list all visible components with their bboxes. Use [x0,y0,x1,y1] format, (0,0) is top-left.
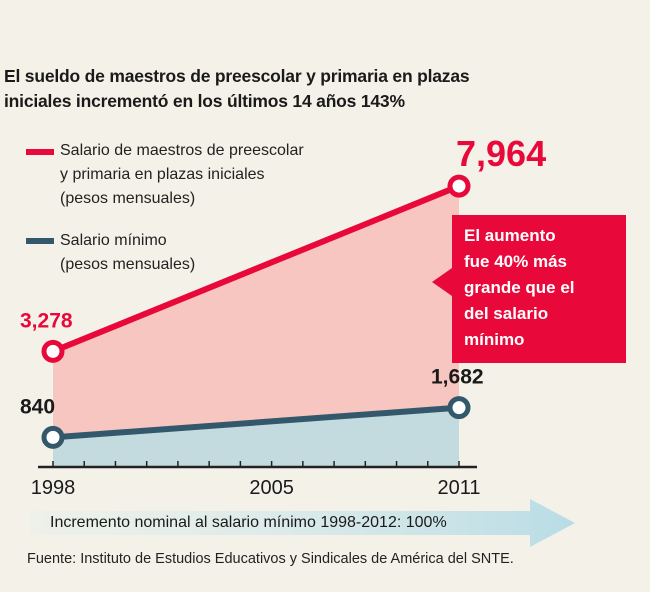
callout-pointer [432,268,452,296]
title-line-2: iniciales incrementó en los últimos 14 a… [4,91,405,111]
nominal-increase-note: Incremento nominal al salario mínimo 199… [50,514,447,531]
teacher-salary-data-label: 3,278 [20,309,73,332]
callout-text: fue 40% más [464,252,567,271]
legend-text: y primaria en plazas iniciales [60,166,265,183]
teacher-salary-point [41,339,65,363]
legend-minimum-salary: Salario mínimo (pesos mensuales) [60,229,195,277]
teacher-salary-point [447,174,471,198]
teacher-salary-data-label: 7,964 [456,133,546,174]
callout-box: El aumento fue 40% más grande que el del… [452,215,626,363]
minimum-salary-line [52,404,460,441]
minimum-salary-area [53,407,459,467]
source-note: Fuente: Instituto de Estudios Educativos… [27,551,514,567]
callout-text: El aumento [464,226,556,245]
x-tick-label: 2011 [437,477,480,499]
increase-arrow [30,499,575,547]
minimum-salary-point [447,396,471,420]
x-tick-label: 2005 [249,477,294,499]
minimum-salary-data-label: 840 [20,395,55,418]
minimum-salary-point [41,425,65,449]
minimum-salary-data-label: 1,682 [431,366,484,389]
callout-text: mínimo [464,330,525,349]
title-line-1: El sueldo de maestros de preescolar y pr… [4,66,470,86]
legend-text: Salario de maestros de preescolar [60,142,304,159]
legend-swatch-teacher [26,149,54,155]
callout-text: del salario [464,304,549,323]
legend-text: (pesos mensuales) [60,256,196,273]
legend-teacher-salary: Salario de maestros de preescolar y prim… [60,139,304,211]
teacher-salary-area [53,186,459,467]
callout-text: grande que el [464,278,575,297]
chart-title: El sueldo de maestros de preescolar y pr… [4,64,470,114]
teacher-salary-line [51,183,461,355]
legend-text: (pesos mensuales) [60,190,196,207]
legend-text: Salario mínimo [60,232,167,249]
x-tick-label: 1998 [31,477,76,499]
legend-swatch-minimum [26,238,54,244]
